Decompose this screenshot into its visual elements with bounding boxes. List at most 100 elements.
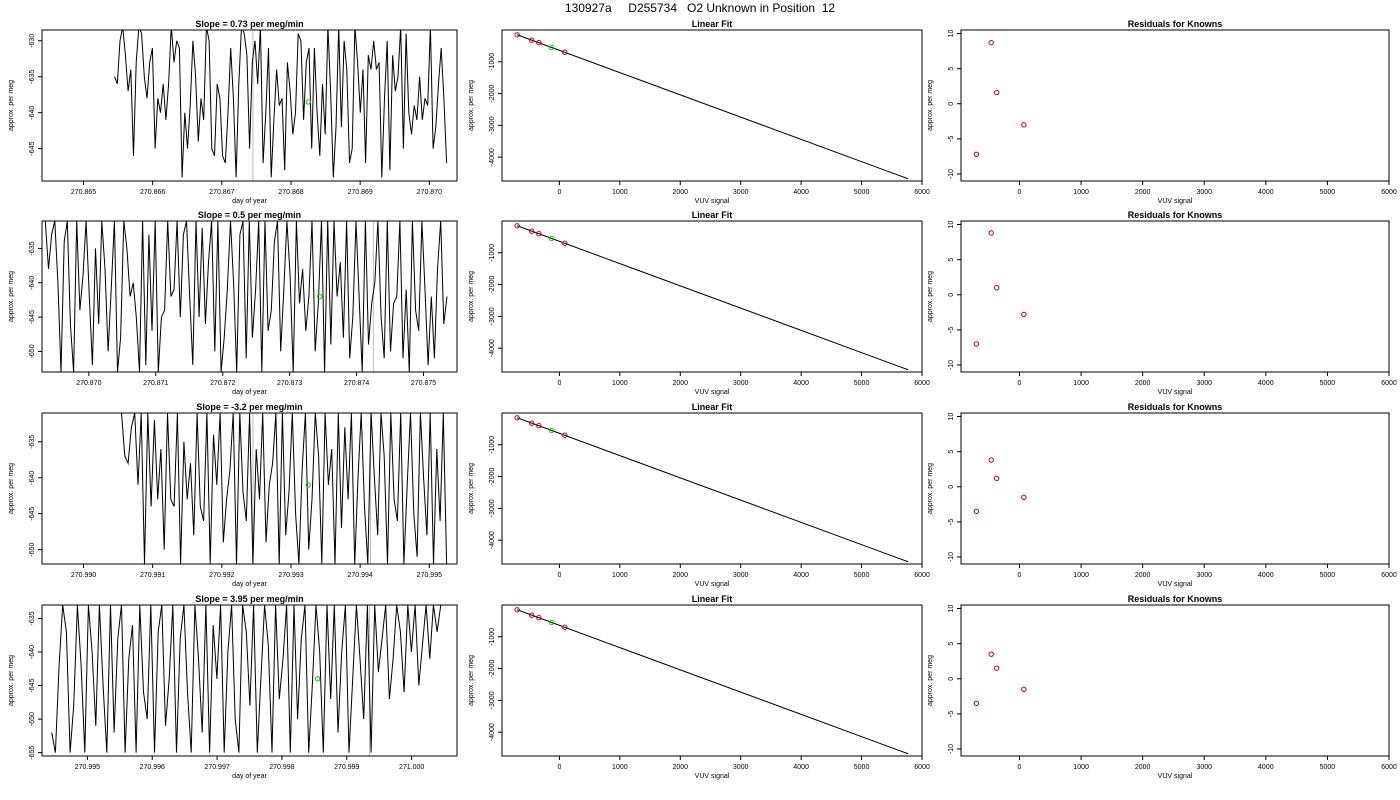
known-point	[973, 341, 980, 347]
x-tick-label: 270.872	[210, 380, 235, 387]
y-tick-label: -10	[948, 552, 955, 562]
x-axis-label: VUV signal	[695, 198, 730, 205]
y-tick-label: -650	[29, 543, 36, 557]
x-tick-label: 5000	[854, 764, 870, 771]
x-tick-label: 270.993	[278, 572, 303, 579]
x-axis-label: day of year	[232, 198, 267, 205]
x-tick-label: 0	[1018, 189, 1022, 196]
x-tick-label: 0	[557, 189, 561, 196]
y-tick-label: 5	[948, 450, 955, 454]
known-point	[973, 700, 980, 707]
x-tick-label: 270.991	[140, 572, 165, 579]
y-tick-label: -4000	[489, 723, 496, 741]
x-tick-label: 270.998	[269, 764, 294, 771]
known-point	[988, 457, 994, 463]
x-tick-label: 3000	[733, 380, 749, 387]
x-tick-label: 270.999	[334, 764, 359, 771]
x-tick-label: 6000	[1381, 572, 1397, 579]
y-tick-label: -2000	[489, 468, 496, 486]
data-layer	[514, 415, 909, 563]
y-tick-label: -645	[29, 678, 36, 692]
y-tick-label: -10	[948, 360, 955, 370]
panel-ts4: Slope = 3.95 per meg/min 270.995 270.996 27…	[8, 594, 458, 780]
x-tick-label: 1000	[612, 764, 628, 771]
data-layer	[121, 413, 448, 564]
data-layer	[44, 221, 448, 372]
x-tick-label: 270.874	[344, 380, 369, 387]
known-point	[536, 40, 542, 46]
x-tick-label: 270.995	[417, 572, 442, 579]
y-tick-label: -650	[29, 344, 36, 358]
plot-frame	[960, 29, 1390, 182]
series-line	[44, 221, 448, 372]
y-tick-label: -650	[29, 712, 36, 726]
panel-res3: Residuals for Knowns 0 1000 2000 3000 4000 500…	[927, 402, 1397, 588]
y-axis-label: approx. per meg	[927, 463, 934, 514]
y-axis-label: approx. per meg	[8, 271, 15, 322]
panel-title: Slope = 0.73 per meg/min	[195, 19, 303, 29]
x-tick-label: 270.871	[143, 380, 168, 387]
known-point	[562, 432, 568, 438]
x-axis-label: VUV signal	[1158, 581, 1193, 588]
panel-title: Slope = 0.5 per meg/min	[198, 210, 301, 220]
x-tick-label: 2000	[672, 189, 688, 196]
panel-res1: Residuals for Knowns 0 1000 2000 3000 4000 500…	[927, 19, 1397, 205]
x-tick-label: 4000	[1258, 764, 1274, 771]
y-tick-label: 5	[948, 642, 955, 646]
x-tick-label: 1000	[1073, 572, 1089, 579]
y-tick-label: -655	[29, 746, 36, 760]
plot-frame	[501, 29, 923, 182]
plot-frame	[960, 412, 1390, 565]
x-tick-label: 4000	[1258, 380, 1274, 387]
x-tick-label: 0	[1018, 572, 1022, 579]
x-tick-label: 5000	[1320, 572, 1336, 579]
y-tick-label: -5	[948, 711, 955, 717]
unknown-point	[548, 44, 555, 51]
x-tick-label: 4000	[793, 189, 809, 196]
x-tick-label: 271.000	[399, 764, 424, 771]
known-point	[994, 665, 1000, 671]
x-tick-label: 5000	[854, 572, 870, 579]
y-tick-label: 0	[948, 293, 955, 297]
figure-title: 130927a D255734 O2 Unknown in Position 1…	[564, 1, 836, 15]
y-tick-label: -640	[29, 276, 36, 290]
x-tick-label: 2000	[672, 572, 688, 579]
x-tick-label: 4000	[793, 380, 809, 387]
x-tick-label: 6000	[1381, 764, 1397, 771]
x-tick-label: 0	[1018, 764, 1022, 771]
known-point	[528, 228, 535, 234]
known-point	[514, 415, 520, 421]
plot-frame	[41, 604, 458, 757]
x-tick-label: 5000	[1320, 764, 1336, 771]
y-axis-label: approx. per meg	[8, 80, 15, 131]
y-tick-label: -635	[29, 435, 36, 449]
y-axis-label: approx. per meg	[8, 655, 15, 706]
fit-line	[516, 417, 909, 563]
known-point	[973, 508, 980, 515]
y-tick-label: -10	[948, 169, 955, 179]
y-tick-label: -1000	[489, 244, 496, 262]
x-tick-label: 2000	[672, 764, 688, 771]
known-point	[1021, 494, 1027, 500]
known-point	[528, 612, 535, 618]
x-axis-label: VUV signal	[1158, 389, 1193, 396]
x-tick-label: 270.990	[71, 572, 96, 579]
data-layer	[114, 30, 448, 178]
known-point	[514, 223, 520, 229]
x-tick-label: 270.865	[71, 189, 96, 196]
plot-frame	[41, 412, 458, 565]
known-point	[1021, 311, 1027, 318]
unknown-point	[305, 99, 311, 105]
y-tick-label: -5	[948, 136, 955, 142]
y-axis-label: approx. per meg	[927, 655, 934, 706]
data-layer	[973, 230, 1027, 347]
series-line	[51, 605, 442, 753]
known-point	[988, 39, 994, 46]
x-tick-label: 1000	[612, 380, 628, 387]
known-point	[514, 607, 520, 613]
x-tick-label: 270.995	[75, 764, 100, 771]
known-point	[528, 37, 535, 43]
x-tick-label: 5000	[1320, 189, 1336, 196]
y-axis-label: approx. per meg	[468, 655, 475, 706]
known-point	[562, 49, 568, 55]
